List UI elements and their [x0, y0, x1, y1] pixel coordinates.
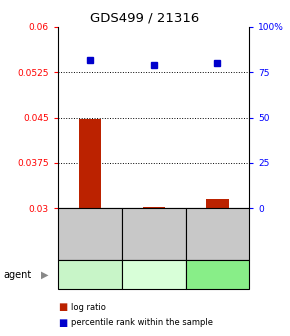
Bar — [79, 119, 101, 208]
Text: log ratio: log ratio — [71, 303, 106, 312]
Text: ▶: ▶ — [41, 270, 49, 280]
Text: GSM8760: GSM8760 — [213, 213, 222, 256]
Bar — [206, 199, 229, 208]
Text: GSM8755: GSM8755 — [149, 213, 158, 256]
Text: agent: agent — [3, 270, 31, 280]
Bar — [142, 207, 165, 208]
Text: IL4: IL4 — [210, 270, 225, 280]
Text: TNFa: TNFa — [141, 270, 166, 280]
Text: percentile rank within the sample: percentile rank within the sample — [71, 318, 213, 327]
Text: GDS499 / 21316: GDS499 / 21316 — [90, 12, 200, 25]
Text: ■: ■ — [58, 318, 67, 328]
Text: GSM8750: GSM8750 — [85, 213, 95, 256]
Text: ■: ■ — [58, 302, 67, 312]
Text: IFNg: IFNg — [78, 270, 102, 280]
